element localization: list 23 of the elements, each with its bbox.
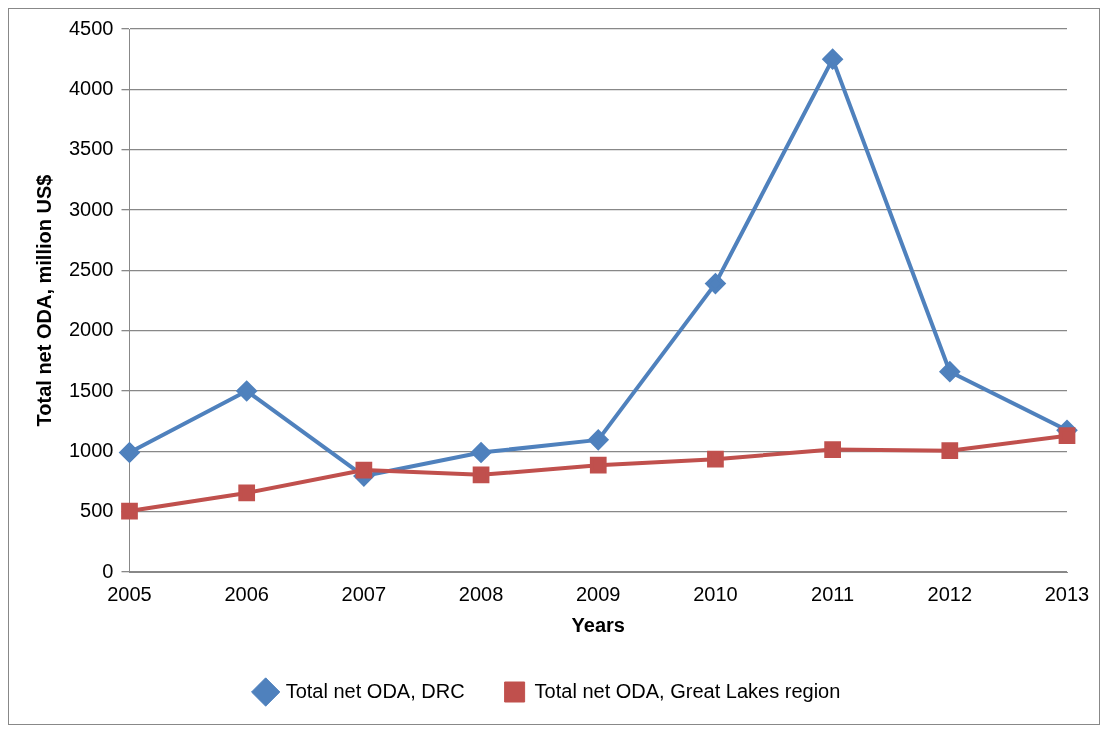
x-axis-title: Years [571, 613, 625, 636]
x-tick-label: 2007 [341, 582, 387, 605]
x-tick-label: 2009 [576, 582, 621, 605]
legend-label: Total net ODA, Great Lakes region [534, 679, 841, 702]
y-tick-label: 500 [80, 499, 114, 522]
y-axis-title: Total net ODA, million US$ [32, 174, 55, 427]
y-tick-label: 3500 [68, 137, 114, 160]
y-tick-label: 1000 [68, 438, 114, 461]
y-tick-label: 2000 [68, 318, 114, 341]
y-tick-label: 1500 [68, 378, 114, 401]
x-tick-label: 2011 [811, 582, 855, 605]
x-tick-label: 2013 [1044, 582, 1090, 605]
y-tick-label: 4000 [68, 76, 114, 99]
y-tick-label: 2500 [68, 257, 114, 280]
x-tick-label: 2005 [107, 582, 152, 605]
x-tick-label: 2010 [693, 582, 738, 605]
y-tick-label: 4500 [68, 16, 114, 39]
x-tick-label: 2006 [224, 582, 269, 605]
x-tick-label: 2008 [458, 582, 504, 605]
x-tick-label: 2012 [927, 582, 973, 605]
y-tick-label: 0 [102, 559, 114, 582]
y-tick-label: 3000 [68, 197, 114, 220]
legend-label: Total net ODA, DRC [285, 679, 465, 702]
